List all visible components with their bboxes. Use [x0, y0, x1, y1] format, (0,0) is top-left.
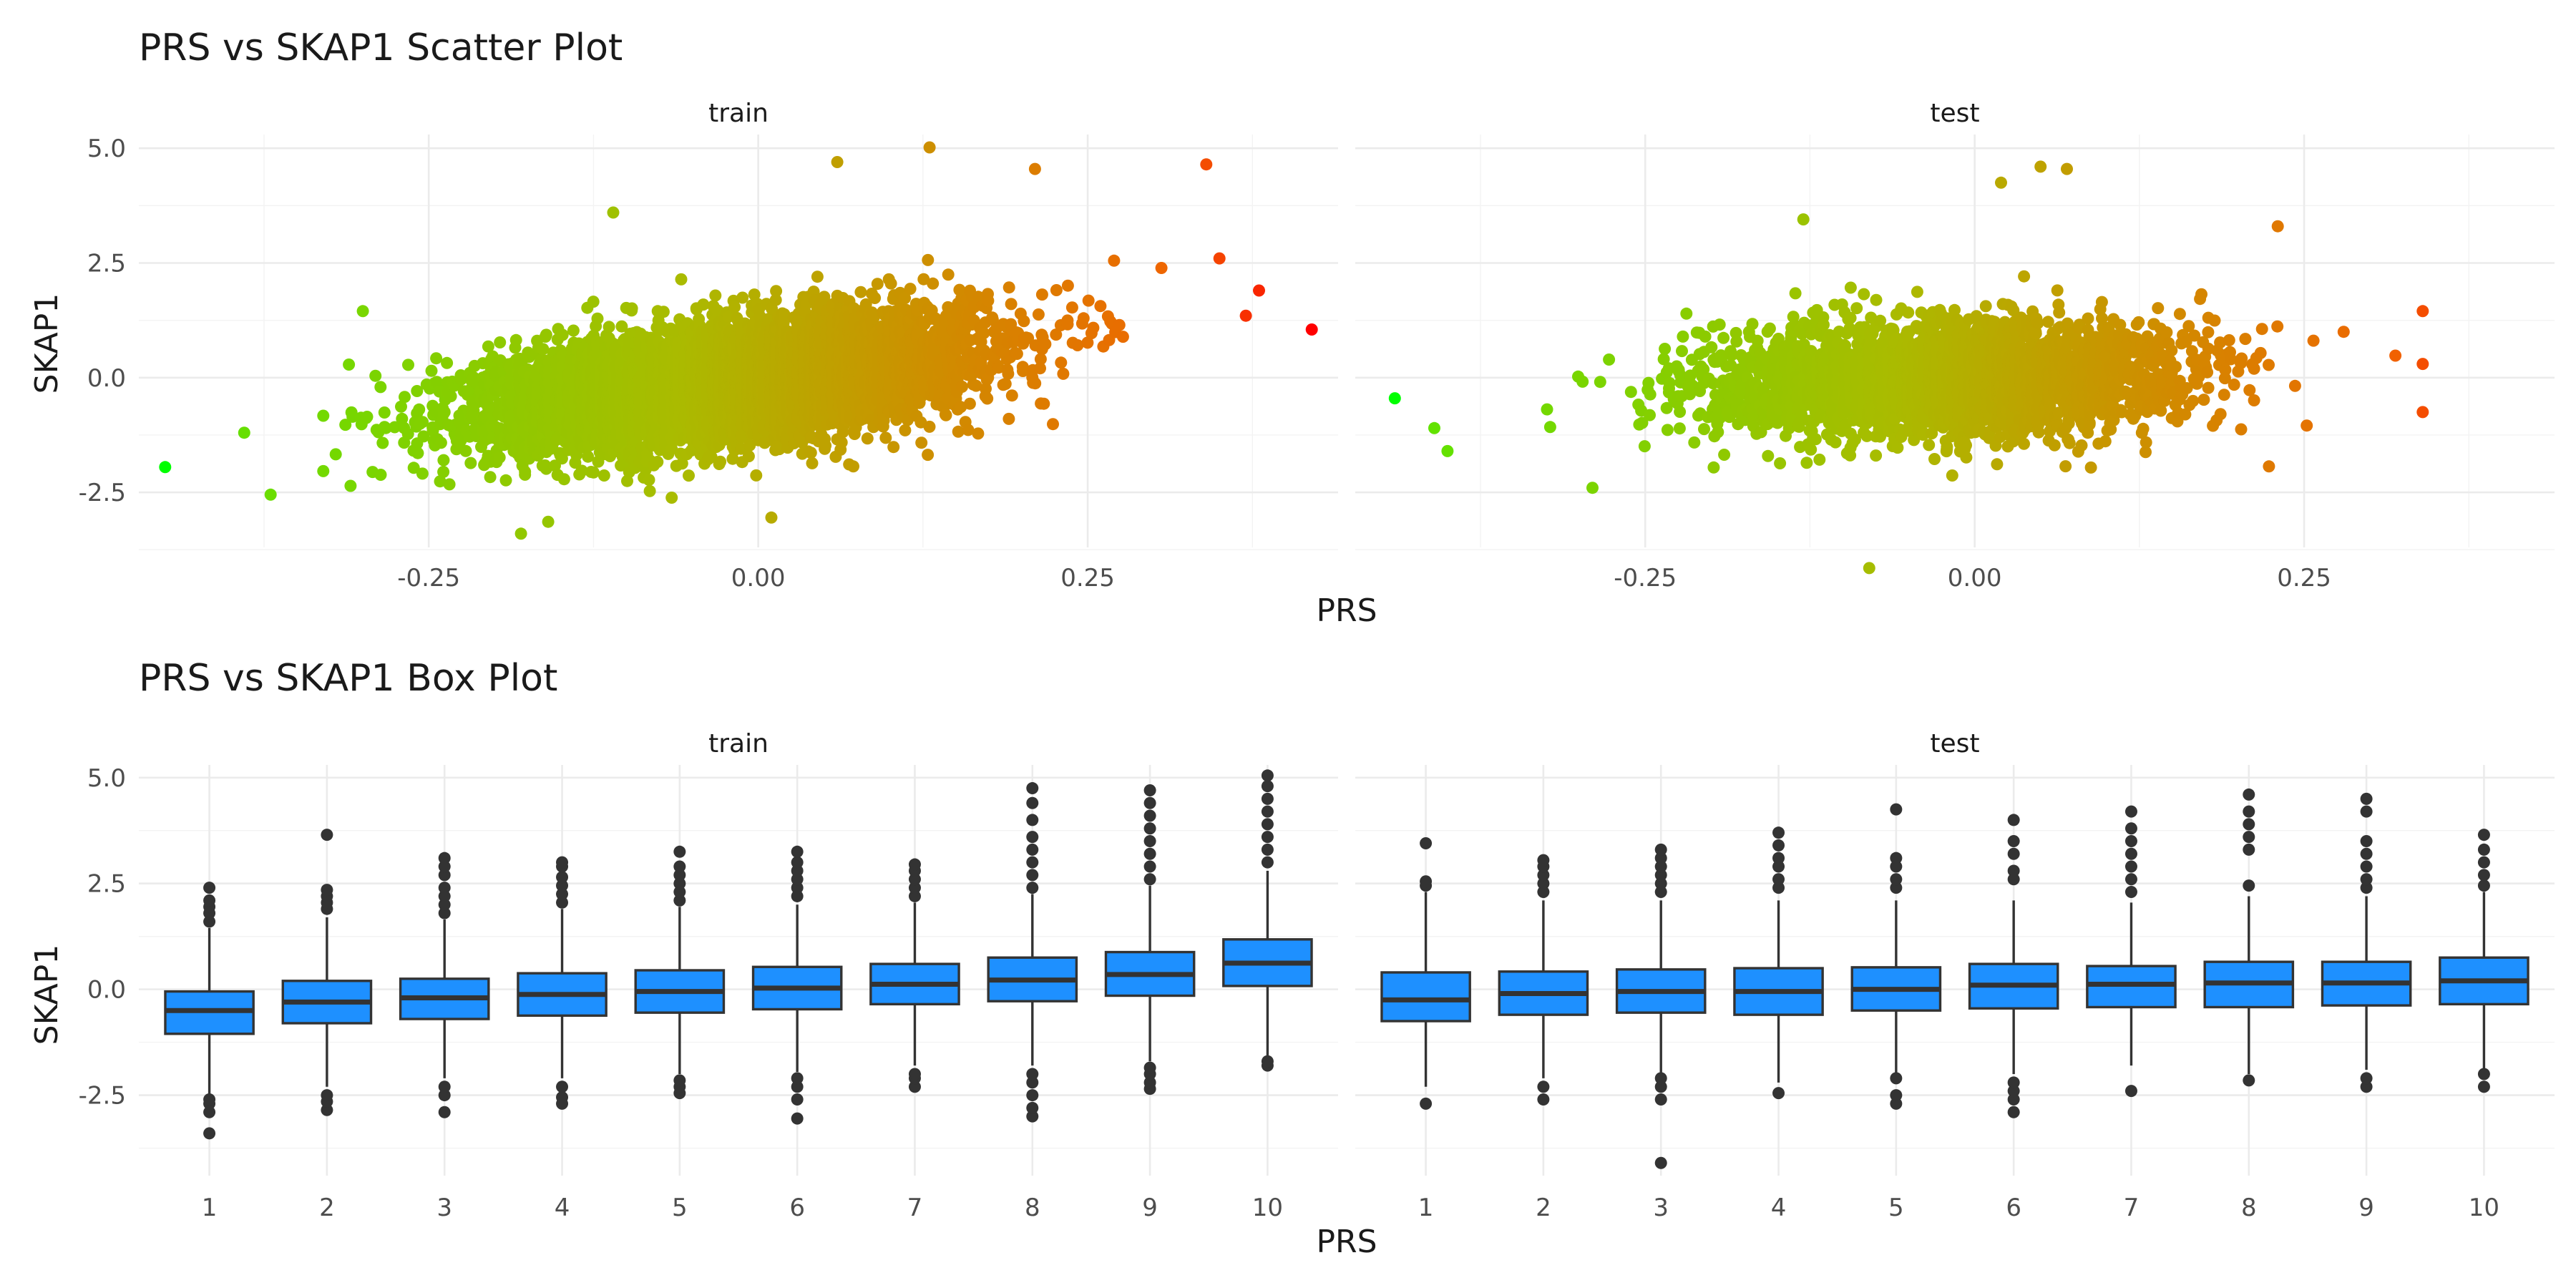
scatter-point	[339, 419, 352, 431]
scatter-point	[411, 385, 424, 397]
scatter-point	[625, 302, 638, 315]
scatter-point	[597, 469, 610, 482]
scatter-point	[376, 436, 389, 449]
scatter-point	[317, 409, 330, 422]
scatter-point	[443, 478, 456, 491]
scatter-point	[537, 343, 550, 356]
scatter-point	[444, 390, 457, 403]
scatter-point	[714, 455, 727, 468]
scatter-point	[728, 301, 741, 313]
scatter-point	[413, 403, 426, 416]
scatter-point	[454, 373, 467, 386]
scatter-point	[395, 400, 407, 413]
scatter-point	[402, 358, 414, 371]
scatter-point	[607, 206, 620, 219]
scatter-point	[657, 306, 670, 318]
scatter-point	[434, 436, 447, 449]
scatter-point	[742, 450, 755, 463]
scatter-point	[238, 426, 250, 439]
scatter-point	[159, 461, 172, 474]
scatter-point	[736, 291, 749, 304]
scatter-point	[494, 336, 507, 348]
scatter-point	[378, 406, 391, 419]
scatter-point	[556, 328, 569, 341]
scatter-panel-train: train -0.25 0.00 0.25 -2.50.02.55.0	[79, 99, 1338, 592]
scatter-point	[401, 428, 414, 440]
scatter-point	[570, 449, 583, 462]
scatter-point	[407, 462, 420, 474]
scatter-point	[361, 411, 374, 423]
scatter-point	[540, 328, 552, 341]
scatter-train-points	[159, 141, 1318, 540]
scatter-point	[441, 356, 454, 369]
scatter-point	[344, 479, 357, 492]
scatter-point	[493, 451, 506, 464]
scatter-point	[329, 448, 342, 461]
scatter-point	[499, 474, 512, 487]
scatter-point	[356, 305, 369, 318]
scatter-point	[264, 488, 277, 501]
scatter-point	[567, 324, 580, 337]
scatter-point	[389, 421, 401, 434]
scatter-point	[665, 492, 678, 504]
scatter-point	[770, 285, 783, 298]
scatter-point	[643, 474, 655, 487]
scatter-point	[575, 464, 588, 477]
scatter-point	[509, 333, 522, 346]
scatter-point	[651, 456, 664, 468]
scatter-point	[484, 471, 497, 484]
scatter-point	[519, 465, 532, 478]
scatter-point	[464, 457, 477, 469]
scatter-point	[417, 430, 430, 443]
scatter-point	[399, 391, 411, 404]
scatter-point	[683, 469, 695, 482]
scatter-point	[374, 381, 387, 394]
scatter-point	[374, 469, 387, 481]
scatter-point	[482, 340, 494, 353]
scatter-point	[555, 452, 568, 465]
scatter-point	[416, 416, 429, 429]
scatter-point	[379, 421, 392, 434]
scatter-point	[438, 406, 451, 419]
scatter-point	[317, 464, 330, 477]
scatter-point	[542, 515, 555, 528]
scatter-point	[587, 466, 600, 479]
scatter-point	[675, 273, 688, 286]
scatter-point	[343, 358, 356, 371]
scatter-point	[514, 527, 527, 540]
scatter-point	[750, 469, 763, 482]
scatter-point	[425, 364, 438, 377]
scatter-point	[591, 312, 604, 325]
scatter-title: PRS vs SKAP1 Scatter Plot	[139, 26, 623, 69]
scatter-point	[643, 484, 656, 497]
scatter-point	[437, 466, 450, 478]
scatter-point	[434, 475, 447, 488]
scatter-point	[430, 352, 443, 365]
scatter-point	[396, 412, 409, 425]
scatter-point	[615, 320, 628, 333]
scatter-point	[369, 369, 382, 382]
scatter-point	[437, 454, 450, 467]
scatter-point	[587, 296, 600, 308]
scatter-point	[709, 289, 722, 302]
scatter-point	[602, 321, 615, 333]
scatter-point	[459, 444, 472, 457]
scatter-point	[557, 473, 570, 486]
scatter-point	[416, 467, 429, 480]
scatter-point	[582, 450, 595, 463]
scatter-point	[765, 511, 778, 524]
scatter-point	[411, 447, 424, 459]
scatter-strip-train: train	[708, 99, 769, 128]
